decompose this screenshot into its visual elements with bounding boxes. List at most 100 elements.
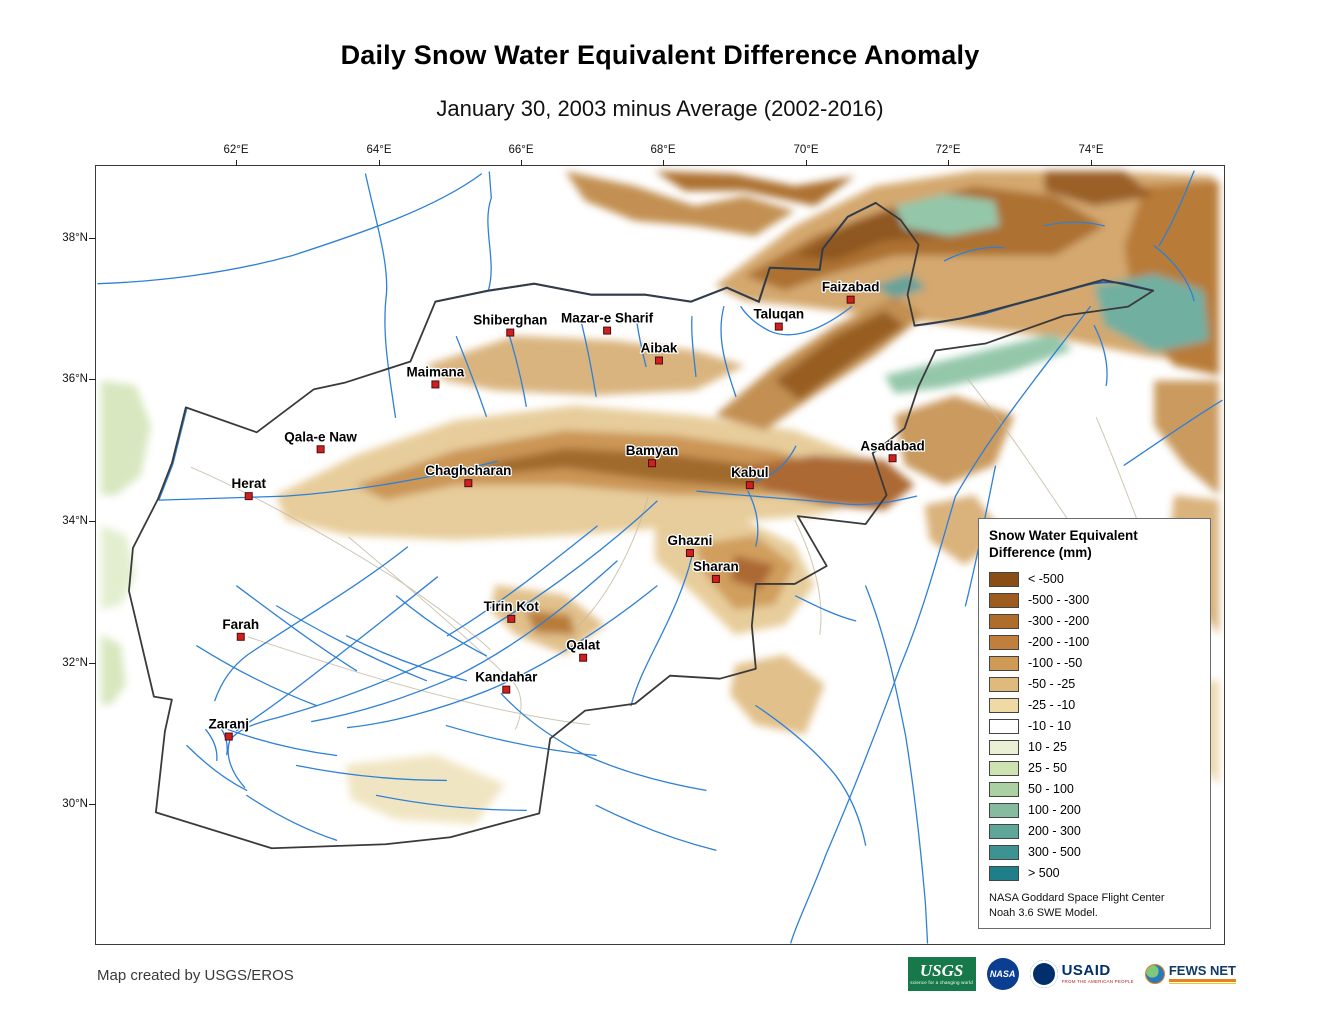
city-label: Kandahar <box>475 670 538 685</box>
legend-swatch <box>989 718 1019 734</box>
legend-source-note: NASA Goddard Space Flight Center Noah 3.… <box>989 891 1200 921</box>
legend-swatch <box>989 634 1019 650</box>
legend-swatch <box>989 844 1019 860</box>
page-subtitle: January 30, 2003 minus Average (2002-201… <box>436 96 884 121</box>
legend-entry: -10 - 10 <box>989 716 1200 737</box>
city-marker-icon <box>846 295 855 304</box>
city-marker-icon <box>655 356 663 365</box>
lon-tick-mark <box>236 160 237 166</box>
fewsnet-logo: FEWS NET <box>1144 964 1236 985</box>
city-label: Chaghcharan <box>425 463 511 478</box>
legend-title-line2: Difference (mm) <box>989 544 1092 560</box>
city-qalat: Qalat <box>565 637 602 662</box>
globe-icon <box>1144 964 1165 984</box>
city-label: Farah <box>222 617 259 632</box>
city-zaranj: Zaranj <box>207 715 250 741</box>
city-aibak: Aibak <box>639 339 679 365</box>
legend-swatch <box>989 739 1019 755</box>
city-faizabad: Faizabad <box>821 278 881 304</box>
city-label: Maimana <box>407 364 465 379</box>
lon-tick-label: 64°E <box>366 144 392 156</box>
logo-row: USGS science for a changing world NASA U… <box>907 957 1236 991</box>
legend-swatch <box>989 823 1019 839</box>
legend-entries: < -500 -500 - -300 -300 - -200 -200 - -100 -… <box>989 569 1200 884</box>
lon-tick-mark <box>663 160 664 166</box>
legend-entry: 10 - 25 <box>989 737 1200 758</box>
lon-tick-mark <box>521 160 522 166</box>
city-label: Bamyan <box>626 443 678 458</box>
lat-tick-mark <box>89 663 96 664</box>
fewsnet-orange-bar <box>1168 978 1236 982</box>
usgs-logo: USGS science for a changing world <box>907 957 976 991</box>
legend-swatch <box>989 802 1019 818</box>
lat-tick-mark <box>89 804 96 805</box>
city-taluqan: Taluqan <box>752 305 805 331</box>
lon-tick-label: 72°E <box>935 144 961 156</box>
lon-tick-label: 74°E <box>1078 144 1104 156</box>
city-label: Shiberghan <box>473 313 547 328</box>
city-label: Mazar-e Sharif <box>561 311 654 326</box>
city-marker-icon <box>685 549 694 557</box>
lon-tick-mark <box>948 160 949 166</box>
legend-swatch <box>989 865 1019 881</box>
legend-entry-label: 300 - 500 <box>1028 845 1081 860</box>
legend-entry-label: -25 - -10 <box>1028 698 1076 713</box>
legend-entry: -300 - -200 <box>989 611 1200 632</box>
legend-entry: < -500 <box>989 569 1200 590</box>
city-kabul: Kabul <box>730 464 770 490</box>
lat-tick-label: 34°N <box>62 515 88 527</box>
city-label: Ghazni <box>667 533 712 548</box>
legend-entry: > 500 <box>989 863 1200 884</box>
map-frame: Faizabad Taluqan Mazar-e Sharif Shiberghan A… <box>62 144 1225 945</box>
city-chaghcharan: Chaghcharan <box>424 462 513 488</box>
city-qala-e-naw: Qala-e Naw <box>283 428 359 454</box>
lat-tick-label: 32°N <box>62 657 88 669</box>
legend-entry-label: > 500 <box>1028 866 1060 881</box>
legend-box: Snow Water Equivalent Difference (mm) < … <box>978 518 1211 930</box>
afghanistan-border <box>128 202 1155 850</box>
legend-entry: -100 - -50 <box>989 653 1200 674</box>
city-label: Qala-e Naw <box>284 429 357 444</box>
city-marker-icon <box>888 454 897 463</box>
city-sharan: Sharan <box>692 558 740 583</box>
legend-entry-label: -500 - -300 <box>1028 593 1090 608</box>
city-marker-icon <box>745 481 754 490</box>
usgs-logo-tagline: science for a changing world <box>910 980 973 986</box>
city-label: Taluqan <box>753 307 804 322</box>
legend-swatch <box>989 781 1019 797</box>
afghanistan-swe-map: Faizabad Taluqan Mazar-e Sharif Shiberghan A… <box>97 170 1223 944</box>
page-title: Daily Snow Water Equivalent Difference A… <box>340 40 980 70</box>
map-credit: Map created by USGS/EROS <box>97 967 294 984</box>
legend-entry: -25 - -10 <box>989 695 1200 716</box>
city-farah: Farah <box>221 616 260 641</box>
nasa-logo: NASA <box>986 958 1019 990</box>
legend-entry-label: 100 - 200 <box>1028 803 1081 818</box>
legend-title: Snow Water Equivalent Difference (mm) <box>989 528 1200 562</box>
city-mazar-e-sharif: Mazar-e Sharif <box>560 309 655 335</box>
legend-source-line2: Noah 3.6 SWE Model. <box>989 906 1098 919</box>
city-herat: Herat <box>230 475 268 501</box>
legend-swatch <box>989 592 1019 608</box>
legend-entry: 50 - 100 <box>989 779 1200 800</box>
lat-tick-mark <box>89 521 96 522</box>
usaid-seal-icon <box>1029 960 1058 988</box>
city-label: Sharan <box>693 559 739 574</box>
lat-tick-label: 36°N <box>62 373 88 385</box>
lon-tick-mark <box>806 160 807 166</box>
city-label: Aibak <box>641 341 678 356</box>
lon-tick-label: 66°E <box>508 144 534 156</box>
city-marker-icon <box>236 632 245 641</box>
city-marker-icon <box>316 445 325 454</box>
city-label: Kabul <box>731 465 768 480</box>
city-marker-icon <box>464 479 473 488</box>
legend-entry: -50 - -25 <box>989 674 1200 695</box>
usaid-logo-text: USAID <box>1061 962 1111 980</box>
city-marker-icon <box>244 492 253 501</box>
legend-entry-label: -200 - -100 <box>1028 635 1090 650</box>
rivers-layer <box>97 170 1223 944</box>
city-marker-icon <box>579 653 588 662</box>
cities-layer: Faizabad Taluqan Mazar-e Sharif Shiberghan A… <box>207 278 926 741</box>
fewsnet-yellow-bar <box>1168 982 1236 985</box>
legend-entry: 100 - 200 <box>989 800 1200 821</box>
